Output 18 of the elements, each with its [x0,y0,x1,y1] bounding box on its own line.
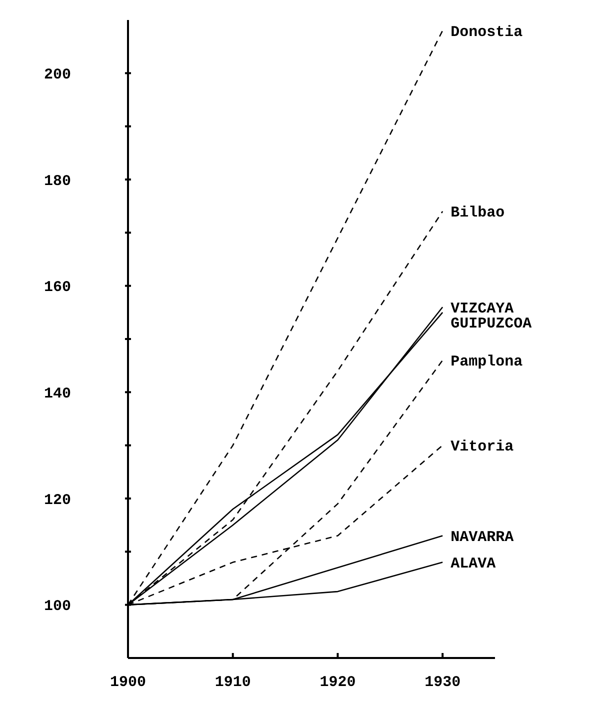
x-tick-label: 1900 [110,674,146,691]
y-tick-label: 160 [44,279,72,296]
y-tick-label: 200 [44,66,72,84]
x-tick-label: 1920 [320,674,356,691]
series-label: Pamplona [450,354,523,371]
y-tick-label: 120 [44,492,72,509]
x-tick-label: 1930 [424,674,461,691]
x-tick-label: 1910 [214,674,251,691]
series-label: VIZCAYA [450,300,514,318]
series-label: GUIPUZCOA [450,315,532,332]
y-tick-label: 140 [44,385,72,402]
y-tick-label: 180 [44,172,72,190]
series-label: ALAVA [450,556,496,573]
y-tick-label: 100 [44,598,72,616]
series-label: Donostia [450,24,523,41]
series-label: NAVARRA [450,528,514,546]
series-label: Vitoria [450,438,514,456]
series-label: Bilbao [450,204,505,222]
